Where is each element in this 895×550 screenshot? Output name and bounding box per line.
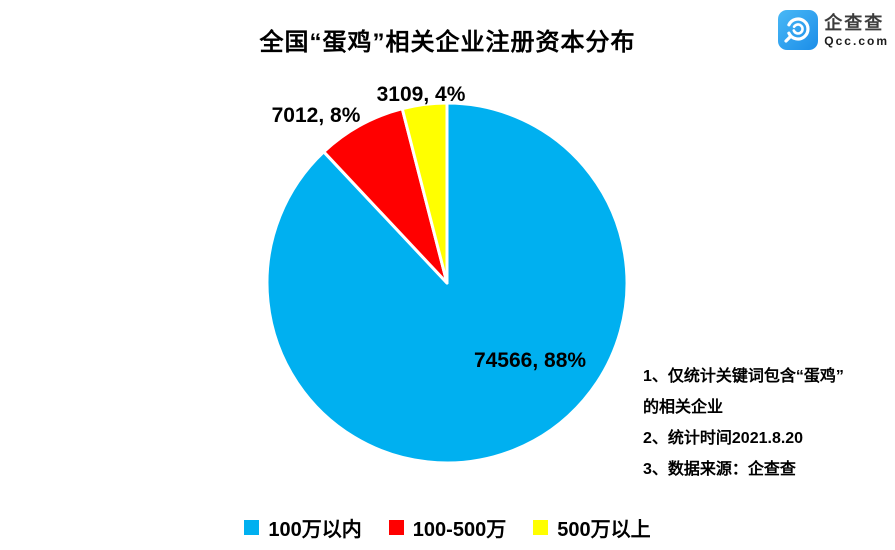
data-label-100-500wan: 7012, 8% [271,104,361,127]
chart-title: 全国“蛋鸡”相关企业注册资本分布 [259,29,636,56]
legend-label: 100万以内 [268,519,362,541]
note-line-4: 3、数据来源：企查查 [643,461,796,478]
chart-legend: 100万以内 100-500万 500万以上 [0,513,895,542]
pie-slice-500万以上 [400,101,449,285]
legend-item-100wan-yinei: 100万以内 [244,513,362,542]
note-line-2: 的相关企业 [643,399,724,416]
legend-swatch-red [388,520,404,535]
legend-label: 500万以上 [557,519,651,541]
legend-swatch-yellow [533,520,549,535]
note-line-1: 1、仅统计关键词包含“蛋鸡” [643,368,844,385]
pie-slice-100-500万 [322,107,449,285]
data-label-500wan-yishang: 3109, 4% [376,83,466,106]
data-label-100wan-yinei: 74566, 88% [473,349,587,372]
legend-swatch-blue [244,520,260,535]
qcc-logo-text: 企查查 Qcc.com [824,14,889,47]
legend-item-500wan-yishang: 500万以上 [533,513,651,542]
qcc-logo-domain: Qcc.com [824,33,889,48]
qcc-logo: 企查查 Qcc.com [778,10,889,50]
legend-label: 100-500万 [412,519,507,541]
chart-notes: 1、仅统计关键词包含“蛋鸡” 的相关企业 2、统计时间2021.8.20 3、数… [643,361,893,485]
note-line-3: 2、统计时间2021.8.20 [643,430,804,447]
legend-item-100-500wan: 100-500万 [388,513,507,542]
qcc-logo-name: 企查查 [824,12,885,33]
qcc-logo-icon [778,10,819,50]
